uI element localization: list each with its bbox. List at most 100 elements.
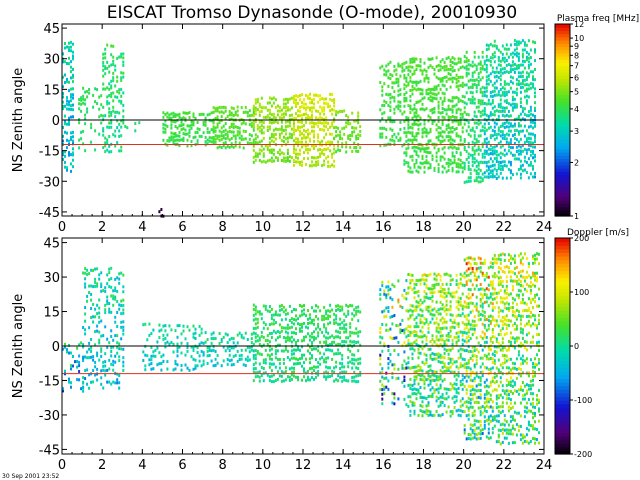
- data-point: [399, 88, 402, 92]
- data-point: [473, 149, 476, 153]
- data-point: [467, 433, 470, 436]
- data-point: [96, 284, 99, 288]
- data-point: [443, 291, 446, 295]
- data-point: [501, 348, 504, 352]
- data-point: [321, 106, 324, 110]
- data-point: [449, 313, 452, 317]
- data-point: [118, 359, 121, 363]
- data-point: [88, 341, 91, 345]
- data-point: [449, 365, 452, 369]
- data-point: [517, 140, 520, 144]
- data-point: [150, 332, 153, 335]
- data-point: [499, 319, 502, 323]
- data-point: [465, 305, 468, 309]
- data-point: [463, 95, 466, 99]
- data-point: [349, 343, 352, 347]
- data-point: [311, 116, 313, 120]
- data-point: [413, 305, 416, 309]
- data-point: [102, 289, 105, 292]
- data-point: [307, 117, 309, 121]
- data-point: [483, 138, 486, 142]
- data-point: [449, 360, 452, 364]
- data-point: [431, 111, 434, 115]
- data-point: [467, 256, 470, 260]
- data-point: [62, 104, 64, 108]
- data-point: [301, 325, 303, 329]
- data-point: [455, 147, 458, 151]
- data-point: [278, 366, 281, 370]
- data-point: [264, 160, 267, 164]
- data-point: [311, 354, 313, 358]
- data-point: [465, 302, 468, 306]
- data-point: [467, 287, 470, 291]
- data-point: [507, 160, 510, 164]
- data-point: [525, 55, 528, 59]
- data-point: [122, 304, 125, 307]
- data-point: [184, 337, 187, 341]
- data-point: [282, 349, 285, 353]
- data-point: [519, 145, 522, 149]
- data-point: [497, 58, 500, 62]
- data-point: [317, 349, 320, 353]
- data-point: [170, 340, 173, 344]
- data-point: [521, 75, 524, 78]
- data-point: [459, 165, 462, 169]
- data-point: [453, 374, 456, 378]
- data-point: [64, 73, 66, 77]
- data-point: [405, 134, 408, 138]
- data-point: [333, 164, 336, 168]
- data-point: [417, 154, 420, 158]
- data-point: [284, 378, 287, 382]
- data-point: [407, 329, 410, 333]
- data-point: [443, 320, 446, 324]
- data-point: [268, 365, 271, 369]
- data-point: [499, 405, 502, 409]
- data-point: [437, 413, 440, 417]
- data-point: [461, 161, 464, 165]
- data-point: [427, 377, 430, 381]
- data-point: [144, 364, 147, 368]
- data-point: [471, 424, 474, 427]
- data-point: [228, 338, 231, 342]
- data-point: [529, 48, 532, 52]
- data-point: [463, 314, 466, 318]
- data-point: [505, 132, 508, 136]
- data-point: [232, 107, 235, 111]
- data-point: [479, 429, 482, 433]
- data-point: [431, 87, 434, 91]
- data-point: [345, 303, 348, 307]
- data-point: [523, 48, 526, 52]
- data-point: [112, 294, 115, 298]
- data-point: [106, 337, 109, 341]
- data-point: [427, 403, 430, 407]
- data-point: [198, 333, 201, 337]
- data-point: [417, 388, 420, 392]
- data-point: [110, 95, 113, 99]
- data-point: [413, 282, 416, 286]
- data-point: [493, 86, 496, 90]
- data-point: [381, 64, 384, 68]
- data-point: [497, 394, 500, 397]
- data-point: [180, 341, 183, 345]
- data-point: [248, 358, 251, 362]
- data-point: [503, 302, 506, 306]
- data-point: [282, 112, 285, 116]
- colorbar-swatch: [555, 123, 570, 127]
- data-point: [280, 139, 283, 142]
- data-point: [262, 361, 265, 364]
- data-point: [397, 107, 400, 111]
- data-point: [529, 105, 532, 109]
- data-point: [475, 159, 478, 163]
- data-point: [353, 340, 356, 344]
- data-point: [379, 327, 382, 330]
- data-point: [421, 335, 424, 339]
- data-point: [68, 122, 70, 126]
- data-point: [186, 144, 189, 148]
- data-point: [359, 361, 362, 365]
- data-point: [439, 155, 442, 159]
- data-point: [469, 405, 472, 409]
- data-point: [427, 119, 430, 123]
- data-point: [200, 327, 203, 331]
- data-point: [415, 305, 418, 309]
- data-point: [455, 151, 458, 154]
